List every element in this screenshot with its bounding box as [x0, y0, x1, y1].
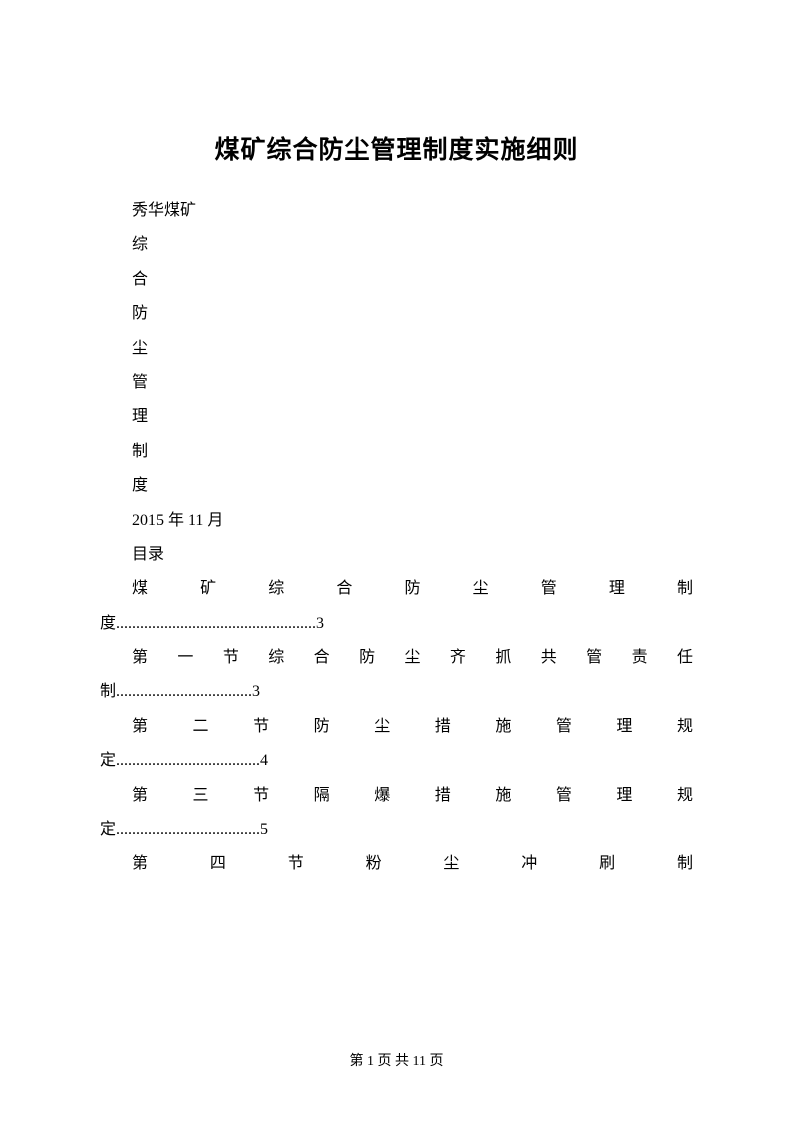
- organization-name: 秀华煤矿: [100, 194, 693, 228]
- toc-entry: 煤矿综合防尘管理制: [100, 572, 693, 606]
- vertical-char: 度: [100, 469, 693, 503]
- vertical-char: 理: [100, 400, 693, 434]
- vertical-char: 尘: [100, 332, 693, 366]
- page-footer: 第 1 页 共 11 页: [0, 1050, 793, 1070]
- toc-entry: 第四节粉尘冲刷制: [100, 847, 693, 881]
- document-title: 煤矿综合防尘管理制度实施细则: [100, 130, 693, 166]
- vertical-char: 综: [100, 228, 693, 262]
- toc-entry: 第一节综合防尘齐抓共管责任: [100, 641, 693, 675]
- toc-entry-continue: 定....................................5: [100, 813, 693, 847]
- toc-entry: 第三节隔爆措施管理规: [100, 779, 693, 813]
- vertical-char: 合: [100, 263, 693, 297]
- toc-entry-continue: 度.......................................…: [100, 607, 693, 641]
- document-body: 秀华煤矿 综 合 防 尘 管 理 制 度 2015 年 11 月 目录 煤矿综合…: [100, 194, 693, 882]
- toc-heading: 目录: [100, 538, 693, 572]
- toc-entry-continue: 制..................................3: [100, 675, 693, 709]
- toc-entry: 第二节防尘措施管理规: [100, 710, 693, 744]
- vertical-char: 制: [100, 435, 693, 469]
- document-date: 2015 年 11 月: [100, 504, 693, 538]
- vertical-char: 管: [100, 366, 693, 400]
- vertical-char: 防: [100, 297, 693, 331]
- toc-entry-continue: 定....................................4: [100, 744, 693, 778]
